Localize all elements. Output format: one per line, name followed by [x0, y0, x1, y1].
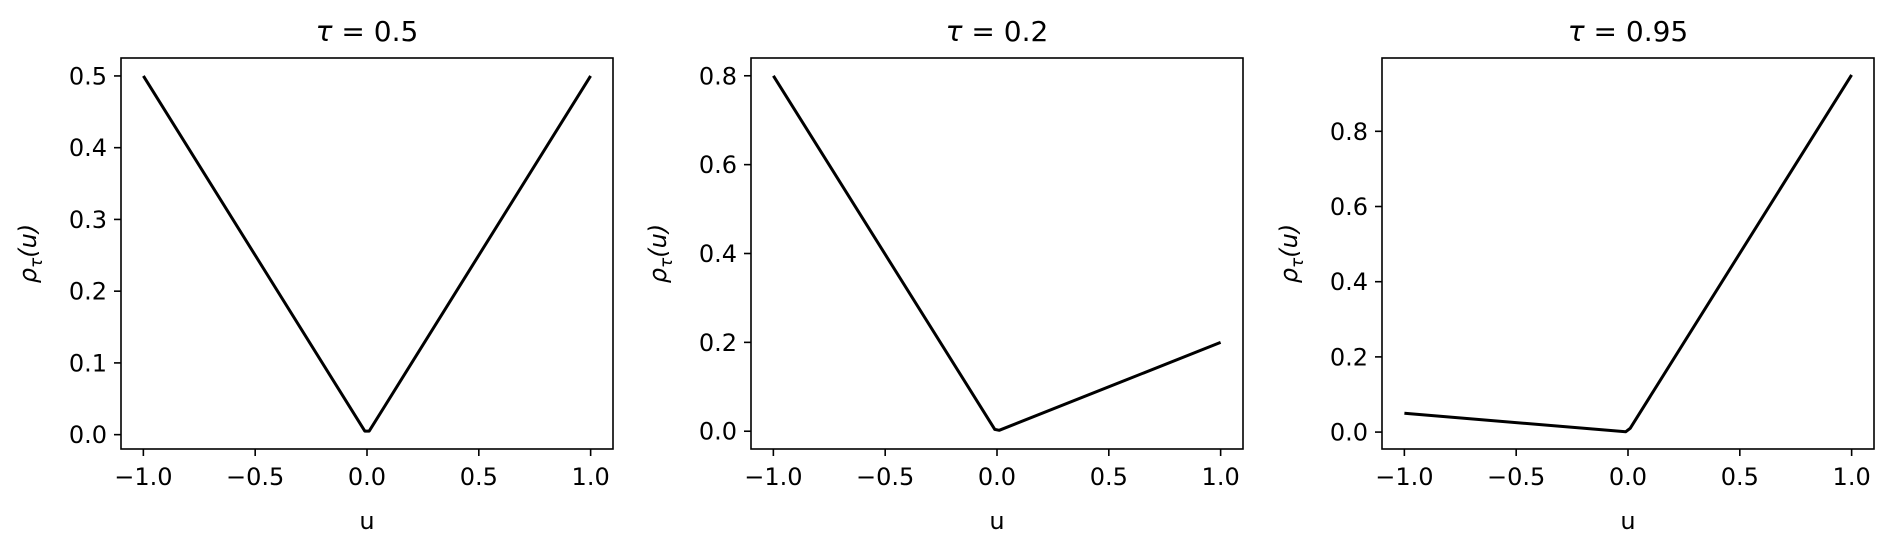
series-line [1404, 74, 1853, 434]
chart-title-value: = 0.2 [963, 15, 1049, 48]
y-axis-label: ρτ(u) [14, 224, 47, 283]
chart-title-value: = 0.95 [1585, 15, 1689, 48]
x-tick-label: 0.5 [460, 463, 498, 491]
y-axis-label-subscript: τ [657, 257, 677, 268]
y-axis-label-argument: (u) [14, 224, 42, 258]
y-tick-label: 0.3 [69, 206, 107, 234]
chart-title: τ = 0.5 [316, 15, 419, 48]
x-tick-label: −0.5 [856, 463, 914, 491]
axes-frame [750, 57, 1244, 450]
y-tick-label: 0.2 [69, 278, 107, 306]
chart-panel-3: −1.0 −0.5 0.0 0.5 1.00.00.20.40.60.8uρτ(u)τ … [1275, 15, 1875, 535]
chart-title-symbol: τ [1568, 15, 1585, 48]
y-tick-label: 0.2 [699, 329, 737, 357]
y-axis-label-argument: (u) [644, 224, 672, 258]
chart-title: τ = 0.95 [1568, 15, 1688, 48]
y-tick-label: 0.6 [1330, 193, 1368, 221]
x-tick-label: 0.5 [1090, 463, 1128, 491]
chart-title-value: = 0.5 [333, 15, 419, 48]
x-tick-label: 0.0 [978, 463, 1016, 491]
y-tick-label: 0.8 [1330, 118, 1368, 146]
x-tick-label: 1.0 [572, 463, 610, 491]
series-line [772, 75, 1222, 432]
x-tick-label: −1.0 [744, 463, 802, 491]
y-tick-label: 0.2 [1330, 343, 1368, 371]
x-tick-label: −1.0 [114, 463, 172, 491]
y-axis-label: ρτ(u) [644, 224, 677, 283]
y-axis-label-subscript: τ [27, 257, 47, 268]
axes-frame [1381, 57, 1875, 450]
y-axis-label-argument: (u) [1275, 224, 1303, 258]
y-tick-label: 0.4 [699, 240, 737, 268]
y-tick-label: 0.0 [699, 418, 737, 446]
y-axis-label: ρτ(u) [1275, 224, 1308, 283]
chart-title: τ = 0.2 [946, 15, 1049, 48]
y-axis-label-symbol: ρ [14, 268, 42, 283]
x-tick-label: −1.0 [1375, 463, 1433, 491]
y-tick-label: 0.8 [699, 62, 737, 90]
x-tick-label: 1.0 [1202, 463, 1240, 491]
chart-panel-1: −1.0 −0.5 0.0 0.5 1.00.00.10.20.30.40.5uρτ(u… [14, 15, 614, 535]
series-line [142, 75, 592, 433]
y-tick-label: 0.0 [1330, 419, 1368, 447]
x-tick-label: 0.5 [1721, 463, 1759, 491]
y-tick-label: 0.6 [699, 151, 737, 179]
x-axis-label: u [1620, 507, 1635, 535]
x-axis-label: u [989, 507, 1004, 535]
x-tick-label: −0.5 [226, 463, 284, 491]
x-tick-label: −0.5 [1487, 463, 1545, 491]
x-axis-label: u [359, 507, 374, 535]
y-tick-label: 0.0 [69, 421, 107, 449]
y-axis-label-symbol: ρ [644, 268, 672, 283]
chart-title-symbol: τ [946, 15, 963, 48]
chart-title-symbol: τ [316, 15, 333, 48]
y-tick-label: 0.4 [1330, 268, 1368, 296]
chart-panel-2: −1.0 −0.5 0.0 0.5 1.00.00.20.40.60.8uρτ(u)τ … [644, 15, 1244, 535]
x-tick-label: 1.0 [1833, 463, 1871, 491]
y-tick-label: 0.5 [69, 62, 107, 90]
x-tick-label: 0.0 [1609, 463, 1647, 491]
y-tick-label: 0.1 [69, 349, 107, 377]
y-axis-label-subscript: τ [1288, 257, 1308, 268]
axes-frame [120, 57, 614, 450]
y-axis-label-symbol: ρ [1275, 268, 1303, 283]
y-tick-label: 0.4 [69, 134, 107, 162]
x-tick-label: 0.0 [348, 463, 386, 491]
